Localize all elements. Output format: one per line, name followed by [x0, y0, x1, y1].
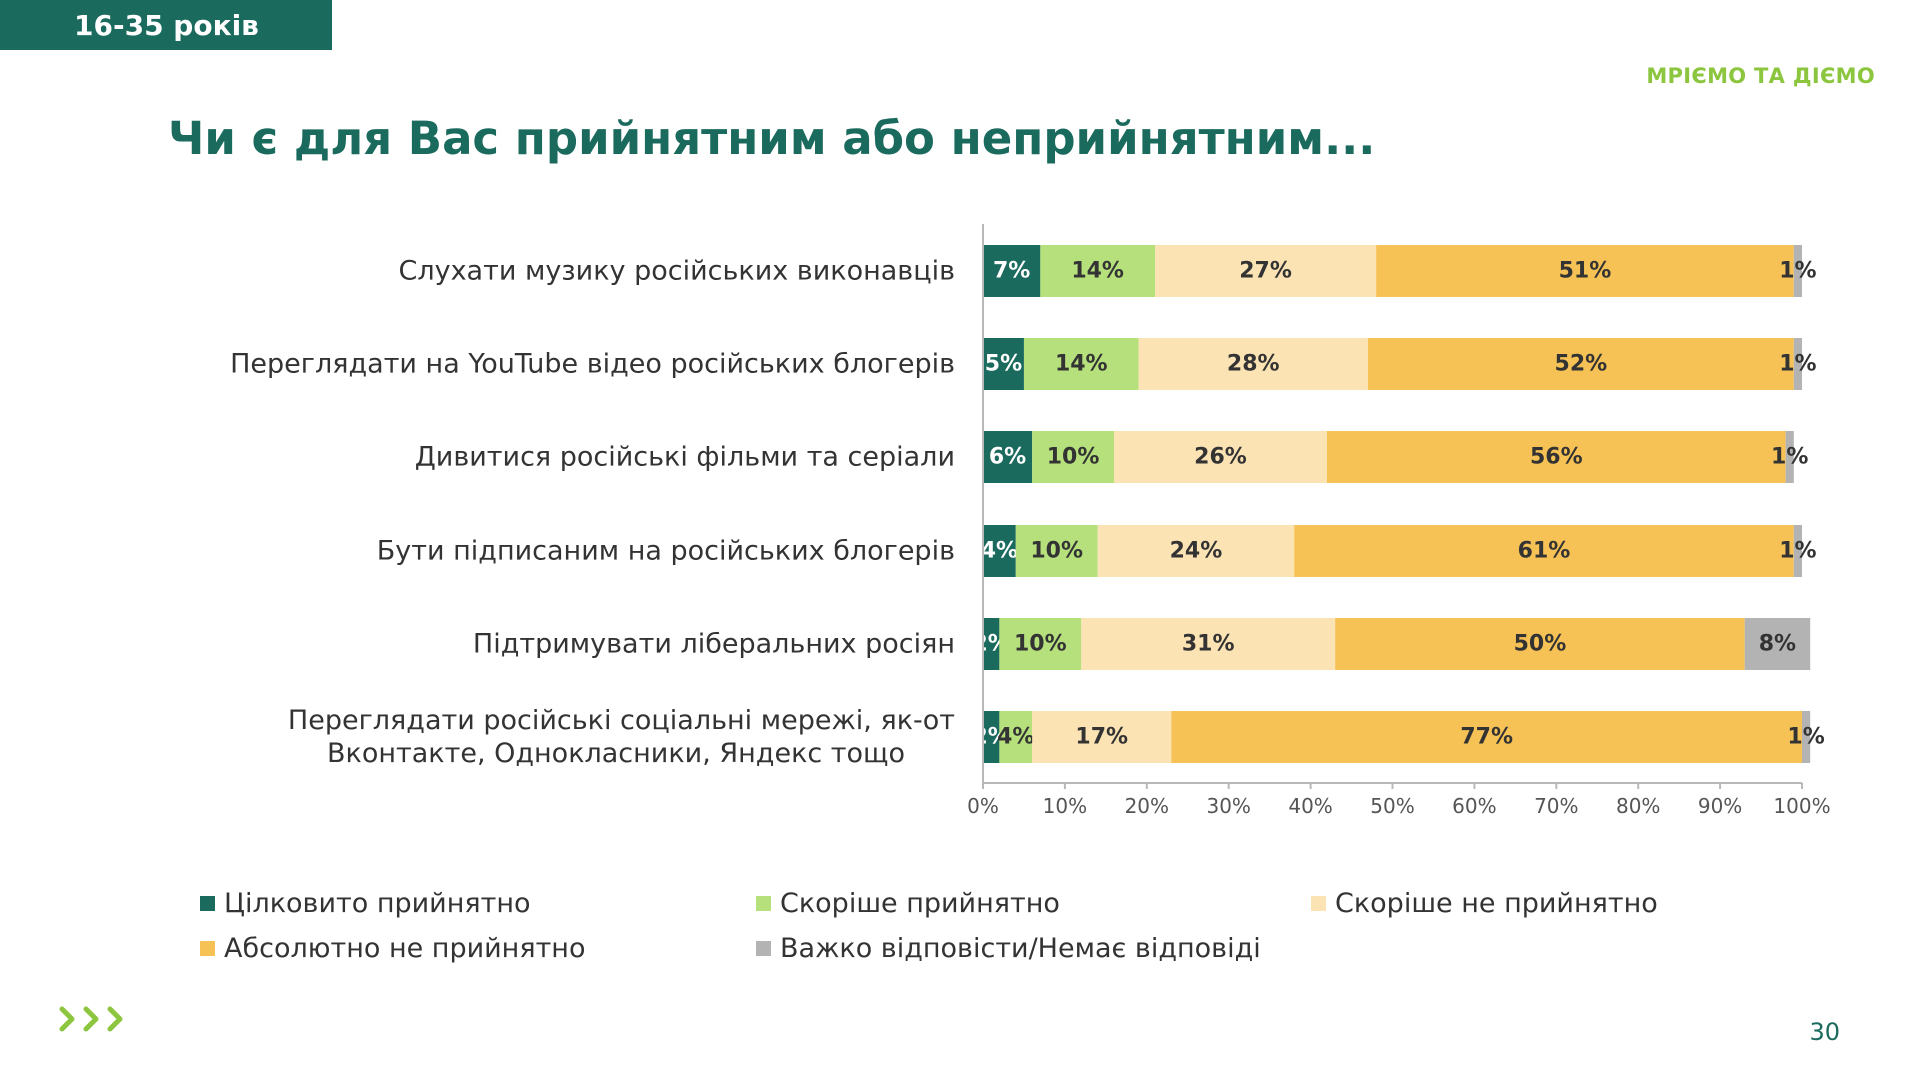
bar-segment	[1793, 525, 1802, 577]
x-tick-label: 10%	[1043, 794, 1087, 818]
bar-segment	[1802, 711, 1811, 763]
bar-segment	[1032, 711, 1172, 763]
age-group-badge: 16-35 років	[0, 0, 332, 50]
category-label: Переглядати на YouTube відео російських …	[230, 349, 955, 380]
page-title: Чи є для Вас прийнятним або неприйнятним…	[168, 112, 1376, 165]
bar-segment	[1376, 245, 1794, 297]
chart-legend: Цілковито прийнятно Скоріше прийнятно Скор…	[200, 888, 1711, 964]
x-tick-label: 0%	[967, 794, 999, 818]
bar-segment	[983, 525, 1016, 577]
data-label: 10%	[1014, 632, 1067, 657]
bar-segment	[999, 711, 1033, 763]
data-label: 1%	[1779, 352, 1816, 377]
bar-segment	[1097, 525, 1295, 577]
data-label: 50%	[1514, 632, 1567, 657]
bar-segment	[1367, 338, 1794, 390]
x-tick-label: 30%	[1206, 794, 1250, 818]
bar-segment	[1744, 618, 1811, 670]
bar-segment	[1785, 431, 1794, 483]
bar-segment	[1114, 431, 1327, 483]
legend-label: Важко відповісти/Немає відповіді	[780, 933, 1261, 964]
bar-segment	[1015, 525, 1098, 577]
data-label: 10%	[1030, 539, 1083, 564]
x-tick-label: 40%	[1288, 794, 1332, 818]
bar-segment	[983, 431, 1033, 483]
chevrons-icon	[59, 1006, 123, 1032]
bar-segment	[1171, 711, 1802, 763]
legend-label: Абсолютно не прийнятно	[224, 933, 586, 964]
data-label: 4%	[997, 725, 1034, 750]
legend-label: Скоріше не прийнятно	[1335, 888, 1658, 919]
data-label: 28%	[1227, 352, 1280, 377]
data-label: 24%	[1170, 539, 1223, 564]
x-tick-label: 70%	[1534, 794, 1578, 818]
data-label: 14%	[1071, 259, 1124, 284]
x-tick-label: 20%	[1125, 794, 1169, 818]
data-label: 56%	[1530, 445, 1583, 470]
data-label: 8%	[1759, 632, 1796, 657]
bar-segment	[1793, 245, 1802, 297]
category-label: Підтримувати ліберальних росіян	[473, 629, 955, 660]
data-label: 61%	[1518, 539, 1571, 564]
legend-swatch	[200, 896, 215, 911]
x-tick-label: 100%	[1773, 794, 1830, 818]
data-label: 6%	[989, 445, 1026, 470]
data-label: 7%	[993, 259, 1030, 284]
bar-segment	[983, 618, 1000, 670]
legend-label: Цілковито прийнятно	[224, 888, 531, 919]
brand-logo-text: МРІЄМО ТА ДІЄМО	[1646, 64, 1875, 88]
data-label: 77%	[1460, 725, 1513, 750]
bar-segment	[1023, 338, 1139, 390]
legend-label: Скоріше прийнятно	[780, 888, 1060, 919]
data-label: 51%	[1559, 259, 1612, 284]
legend-item: Важко відповісти/Немає відповіді	[756, 933, 1311, 964]
bar-segment	[983, 245, 1041, 297]
bar-segment	[1081, 618, 1336, 670]
bar-segment	[1793, 338, 1802, 390]
category-label: Слухати музику російських виконавців	[398, 256, 955, 287]
legend-item: Цілковито прийнятно	[200, 888, 756, 919]
x-tick-label: 80%	[1616, 794, 1660, 818]
page-number: 30	[1809, 1018, 1840, 1046]
bar-segment	[1138, 338, 1368, 390]
data-label: 26%	[1194, 445, 1247, 470]
legend-item: Абсолютно не прийнятно	[200, 933, 756, 964]
data-label: 14%	[1055, 352, 1108, 377]
stacked-bar-chart: Слухати музику російських виконавців Пере…	[230, 224, 1831, 818]
data-label: 17%	[1075, 725, 1128, 750]
legend-swatch	[756, 896, 771, 911]
data-label: 1%	[1779, 259, 1816, 284]
category-label: Бути підписаним на російських блогерів	[377, 536, 955, 567]
data-label: 1%	[1771, 445, 1808, 470]
bar-segment	[1326, 431, 1786, 483]
legend-swatch	[756, 941, 771, 956]
category-label: Вконтакте, Однокласники, Яндекс тощо	[327, 738, 905, 769]
data-label: 10%	[1047, 445, 1100, 470]
data-label: 52%	[1555, 352, 1608, 377]
data-label: 31%	[1182, 632, 1235, 657]
bar-segment	[983, 338, 1024, 390]
age-group-label: 16-35 років	[74, 8, 259, 42]
bar-segment	[1032, 431, 1115, 483]
x-tick-label: 90%	[1698, 794, 1742, 818]
data-label: 1%	[1787, 725, 1824, 750]
legend-swatch	[200, 941, 215, 956]
data-label: 27%	[1239, 259, 1292, 284]
legend-swatch	[1311, 896, 1326, 911]
x-tick-label: 50%	[1370, 794, 1414, 818]
legend-item: Скоріше не прийнятно	[1311, 888, 1711, 919]
category-label: Дивитися російські фільми та серіали	[415, 442, 955, 473]
data-label: 4%	[981, 539, 1018, 564]
bar-segment	[1154, 245, 1377, 297]
bar-segment	[983, 711, 1000, 763]
bar-segment	[1294, 525, 1794, 577]
x-tick-label: 60%	[1452, 794, 1496, 818]
data-label: 5%	[985, 352, 1022, 377]
data-label: 1%	[1779, 539, 1816, 564]
bar-segment	[999, 618, 1082, 670]
category-label: Переглядати російські соціальні мережі, …	[288, 705, 955, 736]
bar-segment	[1040, 245, 1155, 297]
legend-item: Скоріше прийнятно	[756, 888, 1311, 919]
bar-segment	[1335, 618, 1745, 670]
